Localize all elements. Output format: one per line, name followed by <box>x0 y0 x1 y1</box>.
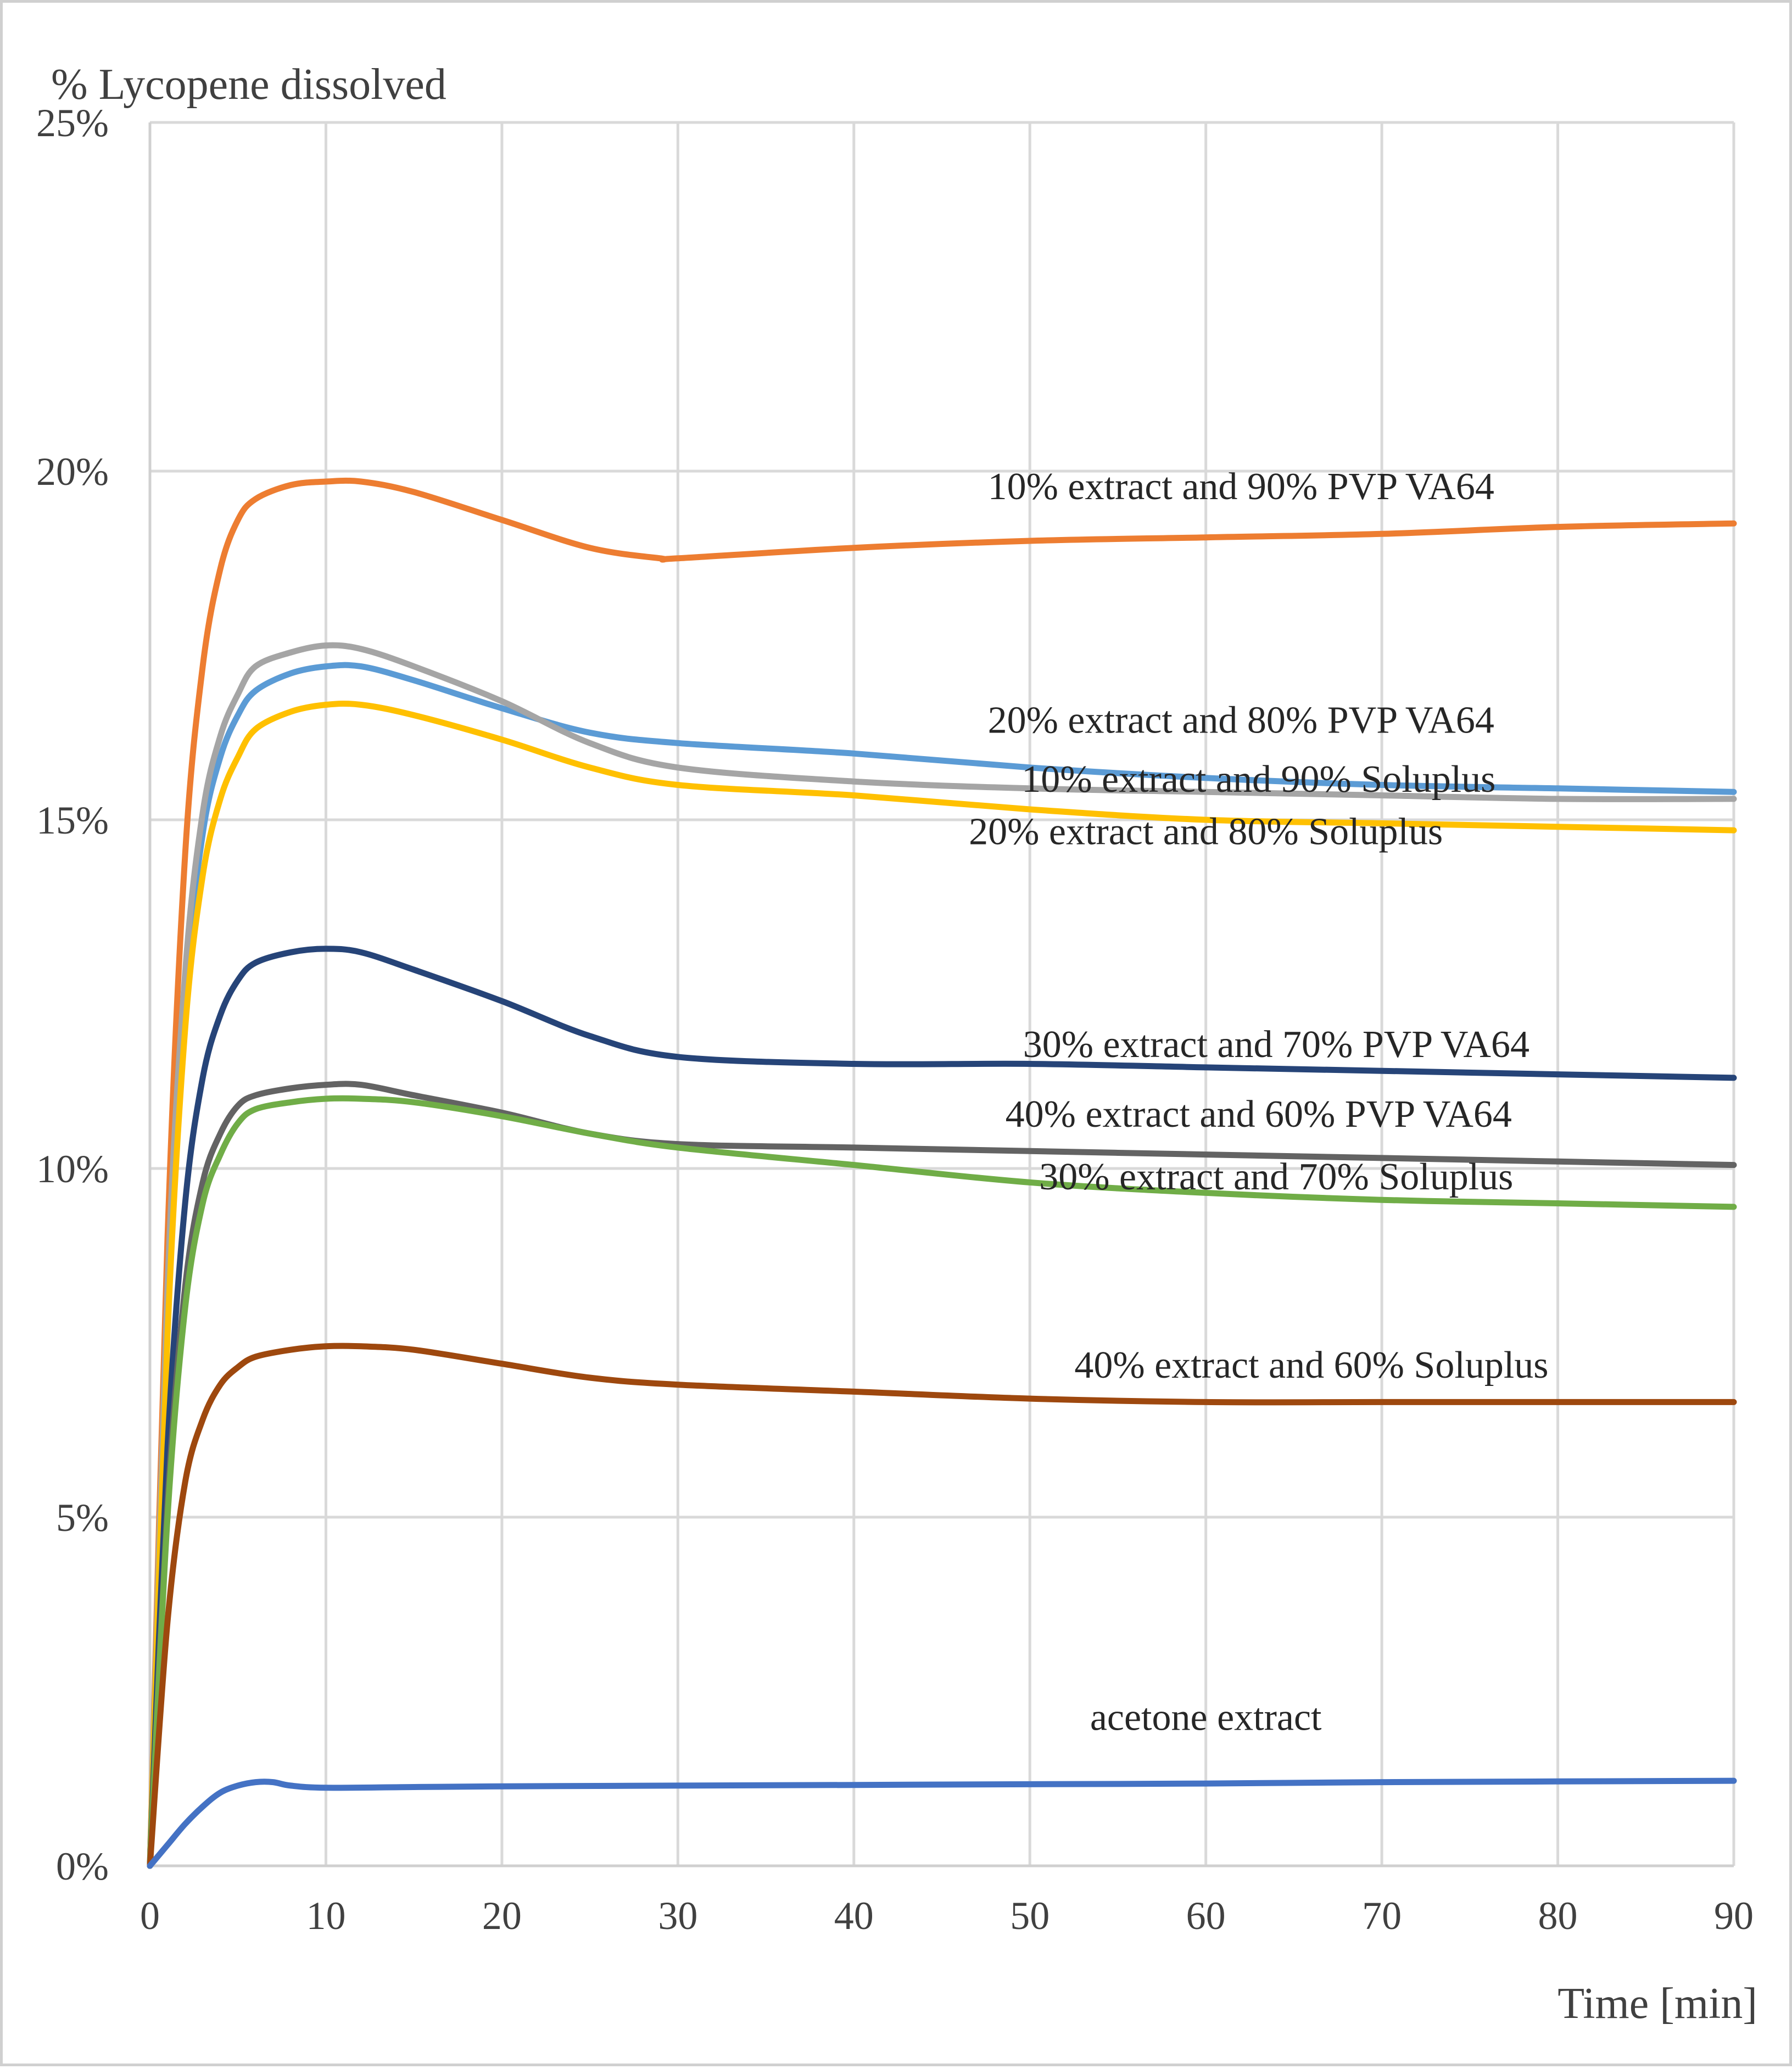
series-label: 20% extract and 80% Soluplus <box>969 810 1443 853</box>
series-labels: 10% extract and 90% PVP VA64 20% extract … <box>969 466 1548 1739</box>
series-label: 40% extract and 60% PVP VA64 <box>1006 1093 1512 1136</box>
y-tick-label: 25% <box>36 101 109 145</box>
series-label: 20% extract and 80% PVP VA64 <box>988 699 1494 741</box>
y-tick-label: 0% <box>56 1844 109 1888</box>
x-tick-label: 10 <box>306 1894 345 1938</box>
series-line-3 <box>147 642 1737 1869</box>
x-tick-label: 50 <box>1010 1894 1049 1938</box>
x-tick-label: 0 <box>140 1894 160 1938</box>
y-tick-label: 15% <box>36 798 109 842</box>
axes <box>148 122 1734 1867</box>
series-line-5 <box>147 946 1737 1869</box>
series-line-8 <box>147 1343 1737 1869</box>
series-label: 30% extract and 70% PVP VA64 <box>1023 1024 1529 1066</box>
line-chart: 0% 5% 10% 15% 20% 25% 0 10 20 30 40 50 60 70 80 90 10% … <box>36 60 1757 2028</box>
x-tick-label: 60 <box>1186 1894 1226 1938</box>
series-lines <box>147 477 1737 1869</box>
series-label: 30% extract and 70% Soluplus <box>1039 1156 1513 1198</box>
x-tick-label: 30 <box>658 1894 697 1938</box>
series-label: acetone extract <box>1090 1696 1322 1738</box>
x-tick-label: 80 <box>1538 1894 1578 1938</box>
y-tick-label: 5% <box>56 1496 109 1540</box>
x-tick-label: 40 <box>834 1894 874 1938</box>
series-label: 40% extract and 60% Soluplus <box>1074 1344 1548 1386</box>
x-axis-title: Time [min] <box>1557 1979 1757 2028</box>
series-line-2 <box>147 662 1737 1869</box>
series-line-7 <box>147 1095 1737 1869</box>
tick-labels: 0% 5% 10% 15% 20% 25% 0 10 20 30 40 50 60 70 80 90 <box>36 101 1754 1938</box>
series-line-9 <box>147 1777 1737 1869</box>
series-label: 10% extract and 90% Soluplus <box>1021 758 1495 801</box>
x-tick-label: 90 <box>1714 1894 1754 1938</box>
series-line-1 <box>147 477 1737 1869</box>
y-tick-label: 20% <box>36 450 109 494</box>
x-tick-label: 20 <box>482 1894 522 1938</box>
gridlines <box>148 121 1735 1867</box>
y-axis-title: % Lycopene dissolved <box>51 60 446 109</box>
series-line-4 <box>147 700 1737 1869</box>
series-label: 10% extract and 90% PVP VA64 <box>988 466 1494 508</box>
x-tick-label: 70 <box>1362 1894 1402 1938</box>
y-tick-label: 10% <box>36 1147 109 1191</box>
